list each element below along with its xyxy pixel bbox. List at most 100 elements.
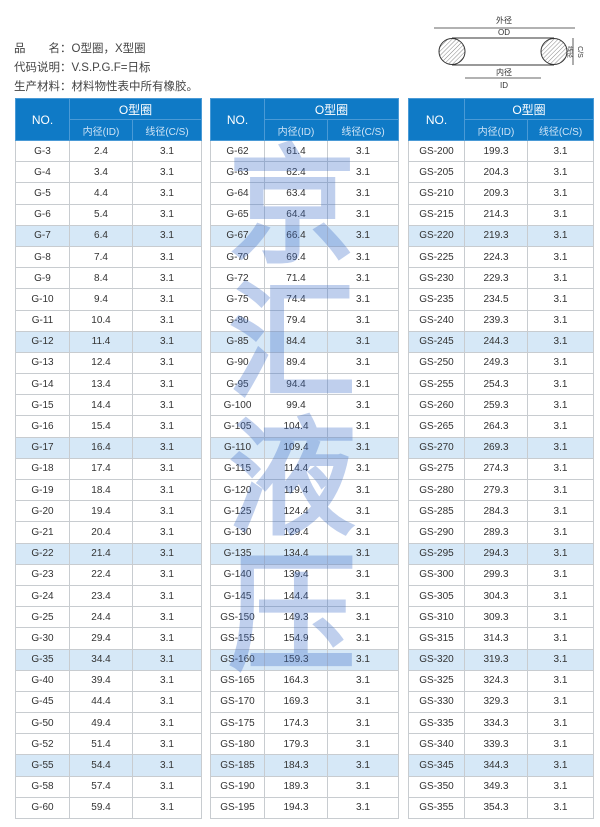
cell-no: G-100 xyxy=(210,394,265,417)
cell-no: GS-230 xyxy=(408,267,465,290)
table-row: G-18 17.4 3.1 xyxy=(15,457,202,481)
cell-cs: 3.1 xyxy=(132,457,202,481)
cell-no: GS-215 xyxy=(408,203,465,226)
cell-id: 23.4 xyxy=(69,584,133,608)
cell-id: 69.4 xyxy=(264,245,328,269)
cell-cs: 3.1 xyxy=(327,394,399,417)
size-table-2: NO. O型圈 内径(ID) 线径(C/S) G-62 61.4 3.1 G-63 62.4 3… xyxy=(210,98,399,820)
cell-cs: 3.1 xyxy=(527,267,594,290)
cell-id: 239.3 xyxy=(464,309,528,332)
table-row: GS-185 184.3 3.1 xyxy=(210,754,399,777)
cell-no: G-63 xyxy=(210,161,265,184)
cell-id: 61.4 xyxy=(264,139,328,163)
cell-no: GS-190 xyxy=(210,775,265,798)
cell-no: GS-170 xyxy=(210,690,265,714)
header-no: NO. xyxy=(15,98,70,141)
cell-no: GS-240 xyxy=(408,309,465,332)
cell-cs: 3.1 xyxy=(527,627,594,650)
header-cs: 线径(C/S) xyxy=(527,119,594,141)
od-label: OD xyxy=(498,28,510,37)
size-table-3: NO. O型圈 内径(ID) 线径(C/S) GS-200 199.3 3.1 GS-205… xyxy=(408,98,594,820)
cell-cs: 3.1 xyxy=(327,161,399,184)
cell-no: GS-320 xyxy=(408,648,465,671)
cell-id: 319.3 xyxy=(464,648,528,671)
cell-no: G-30 xyxy=(15,627,70,650)
cell-cs: 3.1 xyxy=(327,669,399,692)
table-row: GS-330 329.3 3.1 xyxy=(408,690,594,714)
cell-no: GS-330 xyxy=(408,690,465,714)
cell-cs: 3.1 xyxy=(327,584,399,608)
cell-cs: 3.1 xyxy=(527,436,594,459)
cell-id: 284.3 xyxy=(464,500,528,523)
cell-id: 66.4 xyxy=(264,224,328,247)
cell-id: 244.3 xyxy=(464,330,528,353)
table-row: G-40 39.4 3.1 xyxy=(15,669,202,692)
cell-id: 324.3 xyxy=(464,669,528,692)
table-row: G-20 19.4 3.1 xyxy=(15,500,202,523)
cell-no: GS-260 xyxy=(408,394,465,417)
cell-no: GS-210 xyxy=(408,182,465,205)
table-row: G-17 16.4 3.1 xyxy=(15,436,202,459)
table-row: GS-320 319.3 3.1 xyxy=(408,648,594,671)
table-row: G-105 104.4 3.1 xyxy=(210,415,399,438)
cell-cs: 3.1 xyxy=(327,330,399,353)
cs-label: C/S xyxy=(576,46,583,58)
table-row: GS-340 339.3 3.1 xyxy=(408,733,594,756)
cell-id: 17.4 xyxy=(69,457,133,481)
cell-id: 44.4 xyxy=(69,690,133,714)
cell-cs: 3.1 xyxy=(327,351,399,375)
cell-cs: 3.1 xyxy=(327,796,399,820)
header-group: O型圈 xyxy=(464,98,594,120)
table-row: G-35 34.4 3.1 xyxy=(15,648,202,671)
cell-id: 57.4 xyxy=(69,775,133,798)
cell-cs: 3.1 xyxy=(132,733,202,756)
table-row: GS-190 189.3 3.1 xyxy=(210,775,399,798)
cell-cs: 3.1 xyxy=(132,394,202,417)
o-ring-diagram: 外径 OD 内径 ID 线径 C/S xyxy=(434,15,583,90)
cell-cs: 3.1 xyxy=(527,203,594,226)
cell-id: 79.4 xyxy=(264,309,328,332)
table-row: GS-230 229.3 3.1 xyxy=(408,267,594,290)
cell-no: GS-200 xyxy=(408,139,465,163)
cell-id: 51.4 xyxy=(69,733,133,756)
table-row: G-30 29.4 3.1 xyxy=(15,627,202,650)
table-row: GS-280 279.3 3.1 xyxy=(408,478,594,502)
cell-id: 249.3 xyxy=(464,351,528,375)
cell-id: 149.3 xyxy=(264,606,328,629)
cell-no: G-52 xyxy=(15,733,70,756)
cell-no: G-62 xyxy=(210,139,265,163)
table-row: G-9 8.4 3.1 xyxy=(15,267,202,290)
cell-id: 269.3 xyxy=(464,436,528,459)
code-description: 代码说明：V.S.P.G.F=日标 xyxy=(14,62,151,74)
cell-cs: 3.1 xyxy=(327,457,399,481)
cell-id: 19.4 xyxy=(69,500,133,523)
cell-cs: 3.1 xyxy=(132,754,202,777)
cell-id: 99.4 xyxy=(264,394,328,417)
table-row: GS-325 324.3 3.1 xyxy=(408,669,594,692)
cell-id: 209.3 xyxy=(464,182,528,205)
cell-cs: 3.1 xyxy=(132,415,202,438)
cell-no: G-45 xyxy=(15,690,70,714)
cell-id: 199.3 xyxy=(464,139,528,163)
cell-no: GS-340 xyxy=(408,733,465,756)
cell-cs: 3.1 xyxy=(132,478,202,502)
table-row: GS-335 334.3 3.1 xyxy=(408,712,594,735)
table-row: G-60 59.4 3.1 xyxy=(15,796,202,820)
cell-cs: 3.1 xyxy=(527,415,594,438)
table-row: GS-170 169.3 3.1 xyxy=(210,690,399,714)
cell-id: 219.3 xyxy=(464,224,528,247)
cell-id: 64.4 xyxy=(264,203,328,226)
cell-no: G-75 xyxy=(210,288,265,311)
table-row: G-21 20.4 3.1 xyxy=(15,521,202,544)
cell-cs: 3.1 xyxy=(527,669,594,692)
cell-cs: 3.1 xyxy=(132,563,202,586)
cell-cs: 3.1 xyxy=(527,690,594,714)
cell-id: 22.4 xyxy=(69,563,133,586)
cell-id: 89.4 xyxy=(264,351,328,375)
table-row: G-120 119.4 3.1 xyxy=(210,478,399,502)
cell-id: 21.4 xyxy=(69,542,133,565)
cell-id: 139.4 xyxy=(264,563,328,586)
header-cs: 线径(C/S) xyxy=(327,119,399,141)
cell-cs: 3.1 xyxy=(527,288,594,311)
cell-cs: 3.1 xyxy=(327,415,399,438)
